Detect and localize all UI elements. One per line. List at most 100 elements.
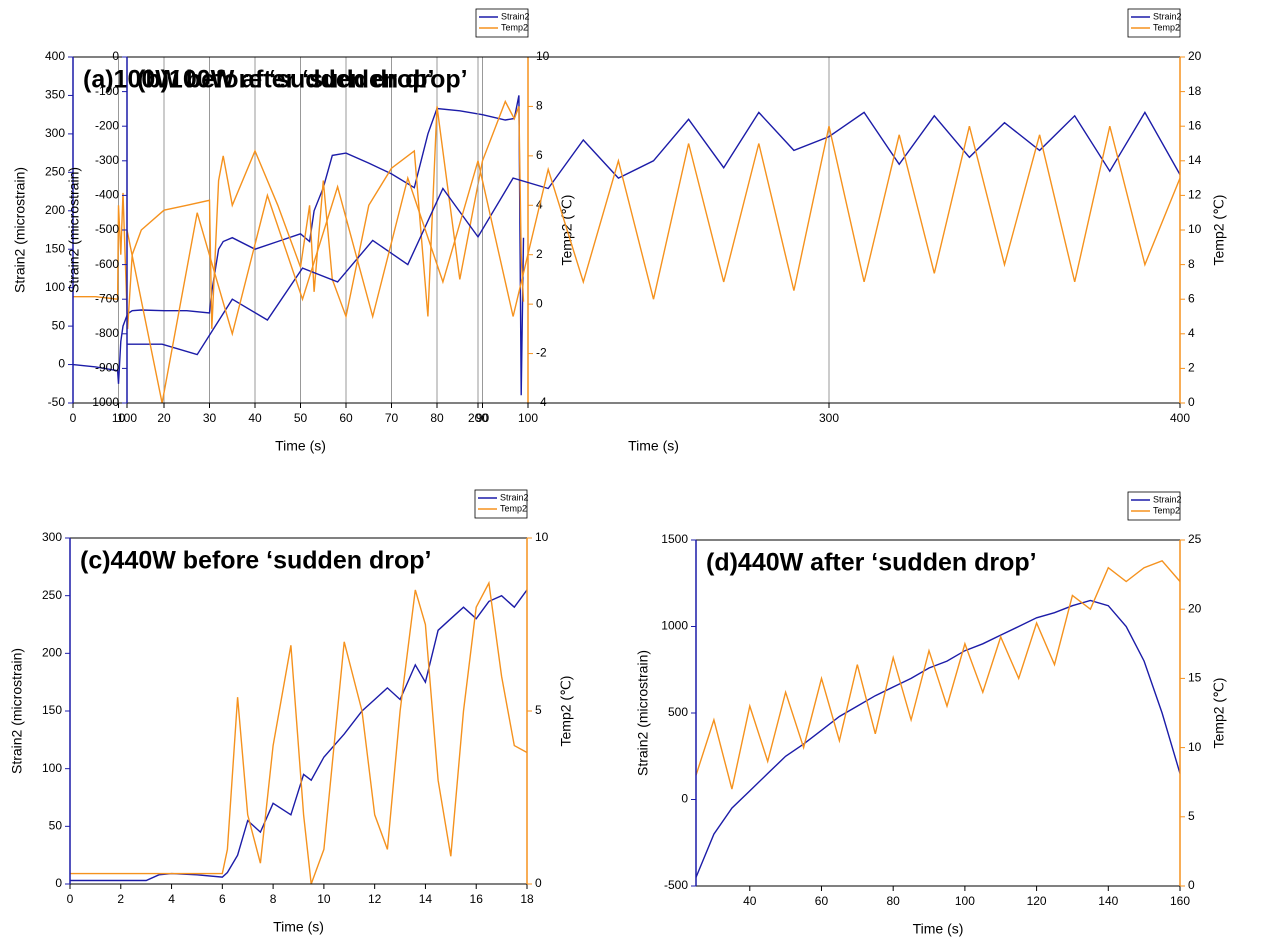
y-tick-label: 350: [45, 88, 65, 102]
y2-tick-label: 8: [536, 99, 543, 113]
x-tick-label: 2: [117, 892, 124, 906]
legend-label: Temp2: [501, 22, 528, 32]
y2-tick-label: 8: [1188, 257, 1195, 271]
y-tick-label: 1000: [661, 619, 688, 633]
legend-box: [474, 489, 528, 519]
y2-tick-label: 16: [1188, 118, 1202, 132]
chart-title: (a)100W before ‘sudden drop’: [83, 66, 434, 94]
x-tick-label: 50: [294, 411, 308, 425]
y-tick-label: 300: [45, 126, 65, 140]
x-axis-label: Time (s): [913, 921, 964, 937]
x-tick-label: 160: [1170, 894, 1190, 908]
y-tick-label: 200: [42, 646, 62, 660]
y2-tick-label: -2: [536, 346, 547, 360]
x-tick-label: 60: [815, 894, 829, 908]
y-axis-label: Strain2 (microstrain): [66, 167, 82, 293]
x-tick-label: 200: [468, 411, 488, 425]
legend-label: Strain2: [500, 492, 529, 502]
y-tick-label: 200: [45, 203, 65, 217]
y2-tick-label: 6: [1188, 291, 1195, 305]
y-tick-label: 400: [45, 49, 65, 63]
x-tick-label: 10: [112, 411, 126, 425]
y-tick-label: 100: [42, 761, 62, 775]
y2-tick-label: 12: [1188, 188, 1202, 202]
chart-title: (c)440W before ‘sudden drop’: [80, 547, 431, 575]
x-tick-label: 120: [1027, 894, 1047, 908]
x-tick-label: 100: [518, 411, 538, 425]
y2-tick-label: 20: [1188, 49, 1202, 63]
x-tick-label: 100: [955, 894, 975, 908]
x-tick-label: 6: [219, 892, 226, 906]
y-tick-label: 250: [42, 588, 62, 602]
x-tick-label: 0: [70, 411, 77, 425]
y-tick-label: 500: [668, 705, 688, 719]
y2-tick-label: 0: [535, 876, 542, 890]
y2-tick-label: 0: [536, 296, 543, 310]
y2-tick-label: 6: [536, 148, 543, 162]
x-tick-label: 40: [248, 411, 262, 425]
data-line: [695, 599, 1181, 878]
x-tick-label: 12: [368, 892, 382, 906]
x-tick-label: 100: [117, 411, 137, 425]
x-tick-label: 80: [887, 894, 901, 908]
legend-label: Strain2: [1153, 11, 1182, 21]
y-tick-label: -900: [95, 361, 119, 375]
data-line: [126, 126, 1181, 404]
y2-tick-label: 0: [1188, 395, 1195, 409]
y2-tick-label: 25: [1188, 532, 1202, 546]
y-tick-label: 150: [45, 241, 65, 255]
data-line: [695, 559, 1181, 790]
x-tick-label: 4: [168, 892, 175, 906]
y-tick-label: 300: [42, 530, 62, 544]
legend-label: Temp2: [1153, 505, 1180, 515]
y-tick-label: -600: [95, 257, 119, 271]
x-tick-label: 140: [1098, 894, 1118, 908]
y-tick-label: -700: [95, 291, 119, 305]
y2-axis-label: Temp2 (℃): [558, 676, 574, 747]
y-tick-label: -1000: [88, 395, 119, 409]
y2-tick-label: -4: [536, 395, 547, 409]
y-tick-label: 50: [49, 819, 63, 833]
x-tick-label: 16: [470, 892, 484, 906]
data-line: [70, 580, 528, 885]
y-tick-label: -800: [95, 326, 119, 340]
x-tick-label: 0: [67, 892, 74, 906]
y-tick-label: 0: [58, 357, 65, 371]
y2-tick-label: 20: [1188, 601, 1202, 615]
y2-axis-label: Temp2 (℃): [1211, 195, 1227, 266]
y2-tick-label: 5: [535, 703, 542, 717]
y-tick-label: 50: [52, 318, 66, 332]
y2-tick-label: 10: [1188, 222, 1202, 236]
x-tick-label: 10: [317, 892, 331, 906]
y2-tick-label: 2: [1188, 361, 1195, 375]
x-tick-label: 400: [1170, 411, 1190, 425]
y-tick-label: -500: [95, 222, 119, 236]
y2-axis-label: Temp2 (℃): [1211, 678, 1227, 749]
chart-title: (d)440W after ‘sudden drop’: [706, 549, 1037, 577]
legend-label: Temp2: [1153, 22, 1180, 32]
legend-label: Strain2: [501, 11, 530, 21]
data-line: [70, 589, 528, 882]
y2-tick-label: 14: [1188, 153, 1202, 167]
y-tick-label: 100: [45, 280, 65, 294]
x-tick-label: 300: [819, 411, 839, 425]
y-tick-label: 0: [55, 876, 62, 890]
y-tick-label: -400: [95, 188, 119, 202]
y-axis-label: Strain2 (microstrain): [635, 650, 651, 776]
x-axis-label: Time (s): [273, 919, 324, 935]
x-tick-label: 40: [743, 894, 757, 908]
x-tick-label: 90: [476, 411, 490, 425]
y2-tick-label: 2: [536, 247, 543, 261]
legend-box: [475, 8, 529, 38]
y2-tick-label: 10: [1188, 740, 1202, 754]
chart-title: (b)100W after ‘sudden drop’: [137, 66, 468, 94]
y2-tick-label: 0: [1188, 878, 1195, 892]
y2-tick-label: 10: [536, 49, 550, 63]
y-tick-label: 0: [681, 792, 688, 806]
x-tick-label: 60: [339, 411, 353, 425]
y2-tick-label: 10: [535, 530, 549, 544]
y-tick-label: 1500: [661, 532, 688, 546]
y-axis-label: Strain2 (microstrain): [9, 648, 25, 774]
x-tick-label: 80: [430, 411, 444, 425]
